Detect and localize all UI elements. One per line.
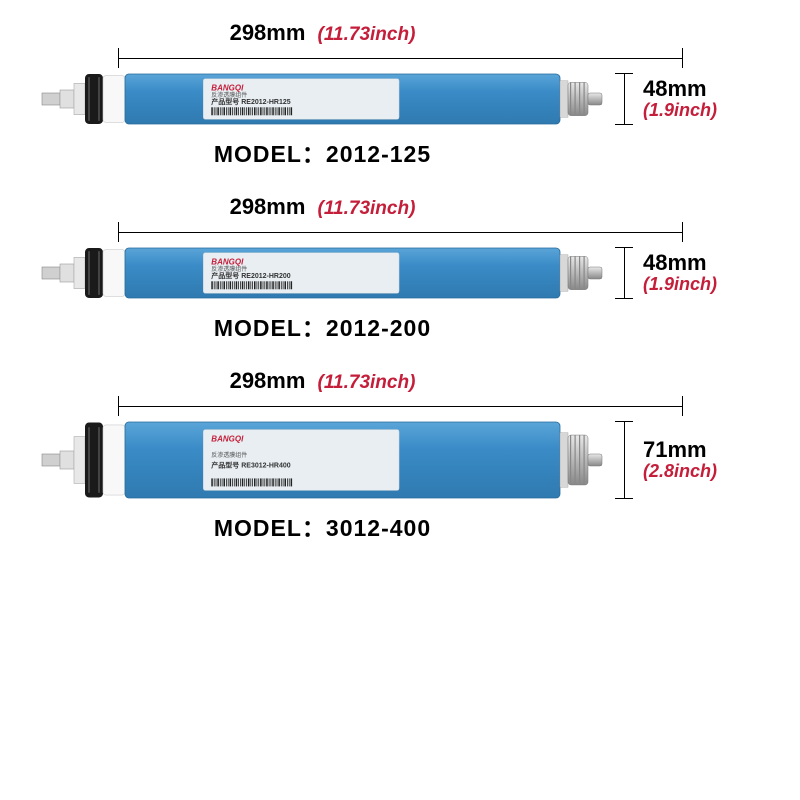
product-block: 298mm (11.73inch) BANGQI反渗透膜组件产品型号 RE201… — [40, 194, 760, 343]
svg-text:反渗透膜组件: 反渗透膜组件 — [211, 91, 247, 99]
product-block: 298mm (11.73inch) BANGQI反渗透膜组件产品型号 RE201… — [40, 20, 760, 169]
height-mm: 71mm — [643, 438, 717, 462]
height-dimension: 71mm (2.8inch) — [615, 421, 717, 499]
height-dimension: 48mm (1.9inch) — [615, 247, 717, 299]
svg-text:产品型号 RE3012-HR400: 产品型号 RE3012-HR400 — [211, 460, 290, 469]
width-mm: 298mm — [230, 368, 306, 393]
width-dimension: 298mm (11.73inch) — [40, 368, 605, 394]
width-ruler — [118, 48, 683, 68]
model-label: MODEL：2012-200 — [40, 309, 605, 343]
model-label: MODEL：2012-125 — [40, 135, 605, 169]
width-inch: (11.73inch) — [318, 198, 416, 219]
width-dimension: 298mm (11.73inch) — [40, 20, 605, 46]
product-row: BANGQI反渗透膜组件产品型号 RE2012-HR125 48mm (1.9i… — [40, 73, 760, 125]
height-mm: 48mm — [643, 251, 717, 275]
width-dimension: 298mm (11.73inch) — [40, 194, 605, 220]
height-inch: (2.8inch) — [643, 462, 717, 482]
svg-text:BANGQI: BANGQI — [211, 84, 244, 93]
width-mm: 298mm — [230, 20, 306, 45]
filter-illustration: BANGQI反渗透膜组件产品型号 RE2012-HR125 — [40, 73, 605, 125]
product-block: 298mm (11.73inch) BANGQI 反渗透膜组件产品型号 RE301… — [40, 368, 760, 543]
width-ruler — [118, 222, 683, 242]
svg-text:反渗透膜组件: 反渗透膜组件 — [211, 265, 247, 273]
product-row: BANGQI 反渗透膜组件产品型号 RE3012-HR400 71mm (2.8i… — [40, 421, 760, 499]
height-mm: 48mm — [643, 77, 717, 101]
svg-text:反渗透膜组件: 反渗透膜组件 — [211, 451, 247, 459]
height-inch: (1.9inch) — [643, 275, 717, 295]
height-inch: (1.9inch) — [643, 101, 717, 121]
svg-text:产品型号 RE2012-HR125: 产品型号 RE2012-HR125 — [211, 97, 290, 106]
width-inch: (11.73inch) — [318, 24, 416, 45]
model-label: MODEL：3012-400 — [40, 509, 605, 543]
filter-illustration: BANGQI反渗透膜组件产品型号 RE2012-HR200 — [40, 247, 605, 299]
width-inch: (11.73inch) — [318, 372, 416, 393]
svg-text:产品型号 RE2012-HR200: 产品型号 RE2012-HR200 — [211, 271, 290, 280]
svg-text:BANGQI: BANGQI — [211, 258, 244, 267]
width-ruler — [118, 396, 683, 416]
width-mm: 298mm — [230, 194, 306, 219]
product-row: BANGQI反渗透膜组件产品型号 RE2012-HR200 48mm (1.9i… — [40, 247, 760, 299]
svg-text:BANGQI: BANGQI — [211, 435, 244, 444]
filter-illustration: BANGQI 反渗透膜组件产品型号 RE3012-HR400 — [40, 421, 605, 499]
height-dimension: 48mm (1.9inch) — [615, 73, 717, 125]
